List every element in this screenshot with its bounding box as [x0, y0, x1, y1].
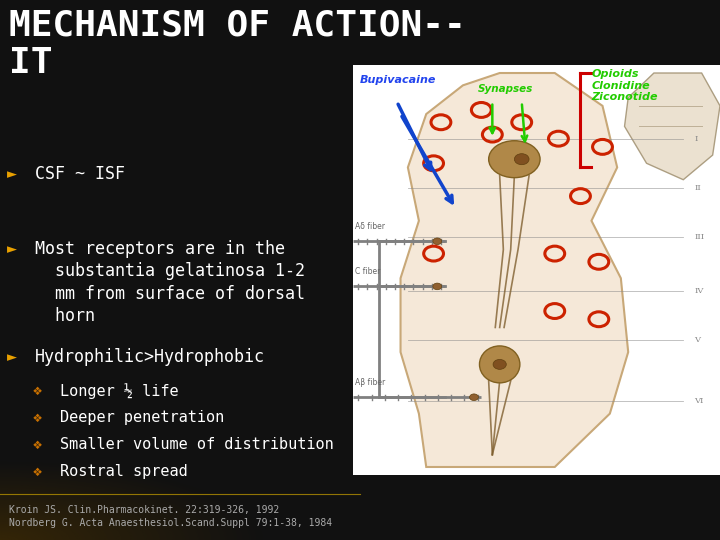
Ellipse shape — [489, 141, 540, 178]
Circle shape — [469, 394, 478, 401]
Text: III: III — [694, 233, 704, 241]
Text: Kroin JS. Clin.Pharmacokinet. 22:319-326, 1992
Nordberg G. Acta Anaesthesiol.Sca: Kroin JS. Clin.Pharmacokinet. 22:319-326… — [9, 505, 332, 528]
Text: Hydrophilic>Hydrophobic: Hydrophilic>Hydrophobic — [35, 348, 264, 366]
FancyBboxPatch shape — [353, 65, 720, 475]
Text: Opioids
Clonidine
Ziconotide: Opioids Clonidine Ziconotide — [592, 69, 658, 102]
Text: Most receptors are in the
  substantia gelatinosa 1-2
  mm from surface of dorsa: Most receptors are in the substantia gel… — [35, 240, 305, 325]
Text: ❖: ❖ — [32, 383, 42, 399]
Text: ►: ► — [7, 348, 17, 366]
Circle shape — [433, 283, 441, 290]
Circle shape — [433, 238, 441, 245]
Text: ❖: ❖ — [32, 464, 42, 480]
Text: ❖: ❖ — [32, 437, 42, 453]
Text: IV: IV — [694, 287, 703, 294]
Text: ►: ► — [7, 165, 17, 183]
Text: Aδ fiber: Aδ fiber — [355, 222, 384, 231]
Text: MECHANISM OF ACTION--
IT: MECHANISM OF ACTION-- IT — [9, 8, 465, 80]
Text: Synapses: Synapses — [477, 84, 533, 93]
Text: Longer ½ life: Longer ½ life — [60, 383, 179, 399]
Text: ►: ► — [7, 240, 17, 258]
Polygon shape — [400, 73, 628, 467]
Text: II: II — [694, 184, 701, 192]
Text: CSF ~ ISF: CSF ~ ISF — [35, 165, 125, 183]
Polygon shape — [624, 73, 720, 180]
Ellipse shape — [480, 346, 520, 383]
Text: V: V — [694, 336, 701, 344]
Text: I: I — [694, 134, 698, 143]
Text: Bupivacaine: Bupivacaine — [360, 75, 436, 85]
Text: Deeper penetration: Deeper penetration — [60, 410, 224, 426]
Text: VI: VI — [694, 397, 703, 406]
Text: C fiber: C fiber — [355, 267, 380, 276]
Circle shape — [514, 154, 529, 165]
Text: ❖: ❖ — [32, 410, 42, 426]
Text: Rostral spread: Rostral spread — [60, 464, 187, 480]
Text: Aβ fiber: Aβ fiber — [355, 378, 385, 387]
Circle shape — [493, 360, 506, 369]
Text: Smaller volume of distribution: Smaller volume of distribution — [60, 437, 333, 453]
